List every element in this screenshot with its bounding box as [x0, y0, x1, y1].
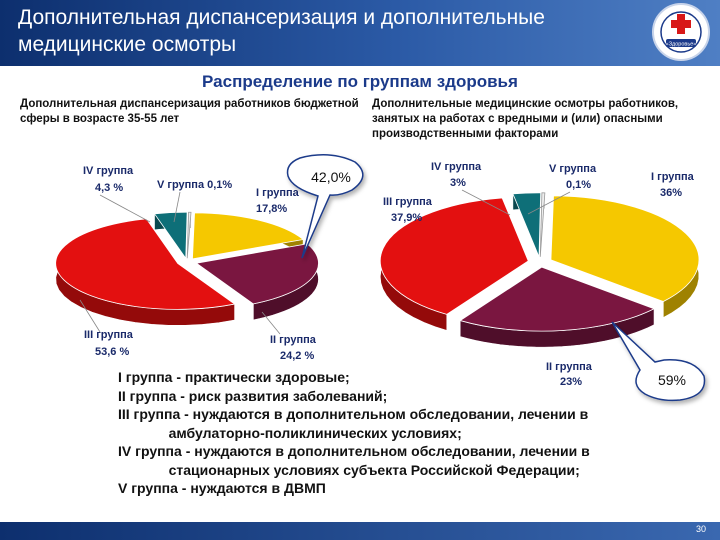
right-label-i-value: 36% — [660, 187, 682, 199]
left-callout-text: 42,0% — [311, 169, 351, 185]
right-label-iv-group: IV группа — [431, 161, 482, 173]
slice-II — [459, 266, 656, 332]
slice-V — [186, 211, 192, 259]
right-label-iii-value: 37,9% — [391, 212, 422, 224]
left-label-v-group: V группа 0,1% — [157, 179, 232, 191]
legend-item-v: V группа - нуждаются в ДВМП — [118, 480, 326, 496]
left-leader-iv — [99, 194, 151, 223]
page-title: Дополнительная диспансеризация и дополни… — [18, 6, 545, 56]
footer-bar: 30 — [0, 522, 720, 540]
right-label-iv-value: 3% — [450, 177, 466, 189]
slice-IV — [153, 211, 188, 260]
right-label-ii-group: II группа — [546, 361, 593, 373]
legend-item-iv: IV группа - нуждаются в дополнительном о… — [118, 443, 590, 478]
right-leader-iv — [461, 189, 511, 216]
left-leader-iii — [79, 299, 101, 333]
right-label-v-group: V группа — [549, 163, 597, 175]
left-label-iii-group: III группа — [84, 329, 134, 341]
right-label-v-value: 0,1% — [566, 179, 591, 191]
right-label-ii-value: 23% — [560, 376, 582, 388]
health-project-logo: «Здоровье» — [652, 3, 710, 61]
slice-IV — [512, 192, 542, 257]
left-label-i-group: I группа — [256, 187, 300, 199]
slice-II — [195, 243, 319, 305]
left-chart-description: Дополнительная диспансеризация работнико… — [20, 98, 359, 125]
right-pie-chart — [379, 192, 700, 348]
left-label-iv-value: 4,3 % — [95, 182, 123, 194]
logo-text: «Здоровье» — [666, 42, 697, 48]
right-label-iii-group: III группа — [383, 196, 433, 208]
left-pie-chart — [55, 211, 319, 326]
right-label-i-group: I группа — [651, 171, 695, 183]
header-bar: Дополнительная диспансеризация и дополни… — [0, 0, 720, 66]
right-leader-v — [527, 191, 571, 215]
slice-III — [379, 197, 529, 315]
group-legend: I группа - практически здоровые; II груп… — [118, 368, 708, 498]
right-callout: 59% — [611, 321, 706, 402]
slice-I — [192, 212, 305, 260]
slice-V — [539, 192, 546, 257]
slice-III — [55, 218, 236, 310]
left-label-ii-group: II группа — [270, 334, 317, 346]
legend-item-i: I группа - практически здоровые; — [118, 369, 350, 385]
chart-subtitle: Распределение по группам здоровья — [202, 72, 518, 91]
left-label-ii-value: 24,2 % — [280, 350, 314, 362]
left-callout: 42,0% — [286, 154, 364, 259]
page-number: 30 — [695, 524, 706, 534]
legend-item-ii: II группа - риск развития заболеваний; — [118, 387, 388, 404]
legend-item-iii: III группа - нуждаются в дополнительном … — [118, 406, 589, 441]
right-chart-description: Дополнительные медицинские осмотры работ… — [372, 98, 679, 140]
slice-I — [550, 195, 700, 302]
right-callout-text: 59% — [658, 372, 686, 388]
left-label-iv-group: IV группа — [83, 165, 134, 177]
left-leader-ii — [261, 311, 281, 335]
left-label-iii-value: 53,6 % — [95, 346, 129, 358]
left-label-i-value: 17,8% — [256, 203, 287, 215]
left-leader-v — [173, 191, 181, 223]
